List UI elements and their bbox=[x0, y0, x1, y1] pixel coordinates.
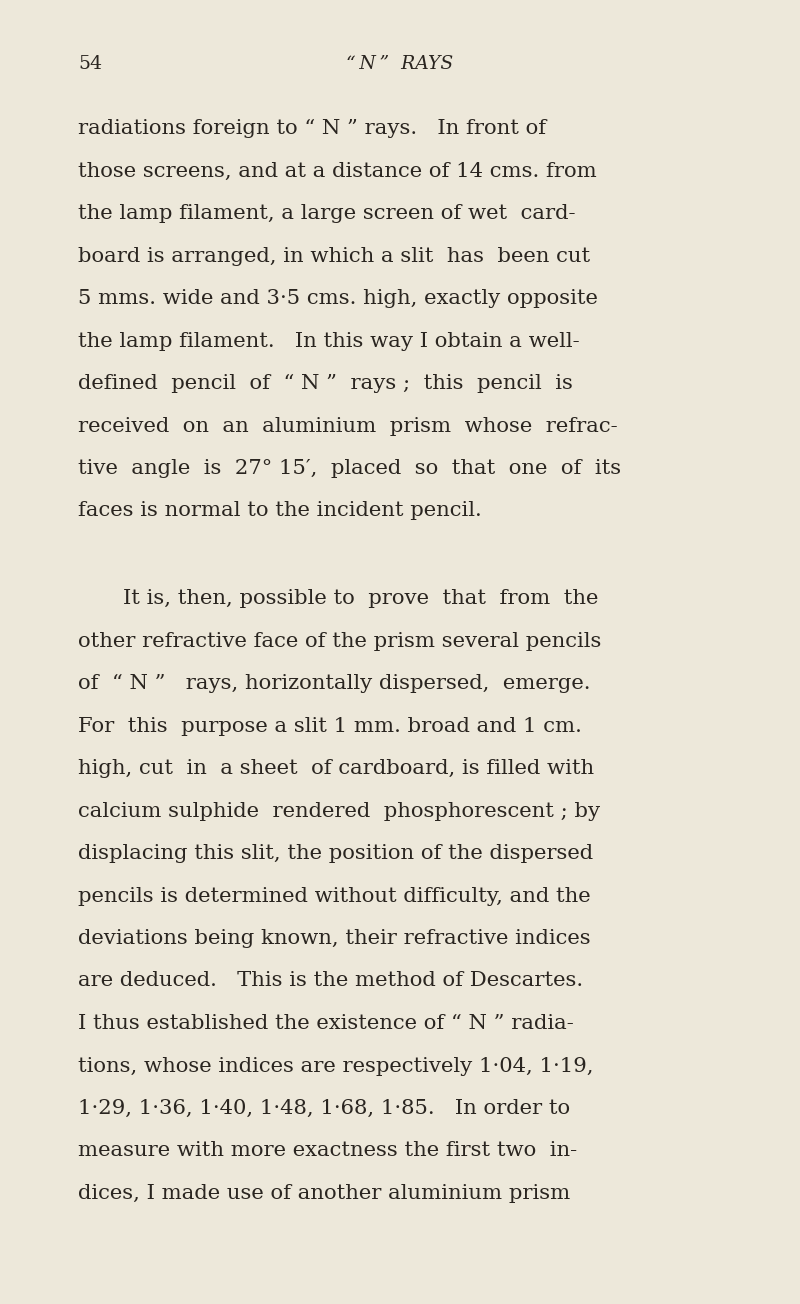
Text: the lamp filament, a large screen of wet  card-: the lamp filament, a large screen of wet… bbox=[78, 203, 575, 223]
Text: displacing this slit, the position of the dispersed: displacing this slit, the position of th… bbox=[78, 844, 593, 863]
Text: are deduced.   This is the method of Descartes.: are deduced. This is the method of Desca… bbox=[78, 971, 583, 991]
Text: 54: 54 bbox=[78, 55, 102, 73]
Text: dices, I made use of another aluminium prism: dices, I made use of another aluminium p… bbox=[78, 1184, 570, 1204]
Text: tive  angle  is  27° 15′,  placed  so  that  one  of  its: tive angle is 27° 15′, placed so that on… bbox=[78, 459, 621, 479]
Text: high, cut  in  a sheet  of cardboard, is filled with: high, cut in a sheet of cardboard, is fi… bbox=[78, 759, 594, 778]
Text: those screens, and at a distance of 14 cms. from: those screens, and at a distance of 14 c… bbox=[78, 162, 597, 180]
Text: “ N ”  RAYS: “ N ” RAYS bbox=[346, 55, 454, 73]
Text: 5 mms. wide and 3·5 cms. high, exactly opposite: 5 mms. wide and 3·5 cms. high, exactly o… bbox=[78, 289, 598, 308]
Text: radiations foreign to “ N ” rays.   In front of: radiations foreign to “ N ” rays. In fro… bbox=[78, 119, 546, 138]
Text: the lamp filament.   In this way I obtain a well-: the lamp filament. In this way I obtain … bbox=[78, 331, 580, 351]
Text: It is, then, possible to  prove  that  from  the: It is, then, possible to prove that from… bbox=[123, 589, 598, 608]
Text: faces is normal to the incident pencil.: faces is normal to the incident pencil. bbox=[78, 502, 482, 520]
Text: board is arranged, in which a slit  has  been cut: board is arranged, in which a slit has b… bbox=[78, 246, 590, 266]
Text: pencils is determined without difficulty, and the: pencils is determined without difficulty… bbox=[78, 887, 590, 905]
Text: received  on  an  aluminium  prism  whose  refrac-: received on an aluminium prism whose ref… bbox=[78, 416, 618, 436]
Text: 1·29, 1·36, 1·40, 1·48, 1·68, 1·85.   In order to: 1·29, 1·36, 1·40, 1·48, 1·68, 1·85. In o… bbox=[78, 1099, 570, 1118]
Text: I thus established the existence of “ N ” radia-: I thus established the existence of “ N … bbox=[78, 1015, 574, 1033]
Text: tions, whose indices are respectively 1·04, 1·19,: tions, whose indices are respectively 1·… bbox=[78, 1056, 594, 1076]
Text: of  “ N ”   rays, horizontally dispersed,  emerge.: of “ N ” rays, horizontally dispersed, e… bbox=[78, 674, 590, 692]
Text: other refractive face of the prism several pencils: other refractive face of the prism sever… bbox=[78, 631, 602, 651]
Text: measure with more exactness the first two  in-: measure with more exactness the first tw… bbox=[78, 1141, 577, 1161]
Text: For  this  purpose a slit 1 mm. broad and 1 cm.: For this purpose a slit 1 mm. broad and … bbox=[78, 716, 582, 735]
Text: calcium sulphide  rendered  phosphorescent ; by: calcium sulphide rendered phosphorescent… bbox=[78, 802, 600, 820]
Text: deviations being known, their refractive indices: deviations being known, their refractive… bbox=[78, 928, 590, 948]
Text: defined  pencil  of  “ N ”  rays ;  this  pencil  is: defined pencil of “ N ” rays ; this penc… bbox=[78, 374, 573, 393]
